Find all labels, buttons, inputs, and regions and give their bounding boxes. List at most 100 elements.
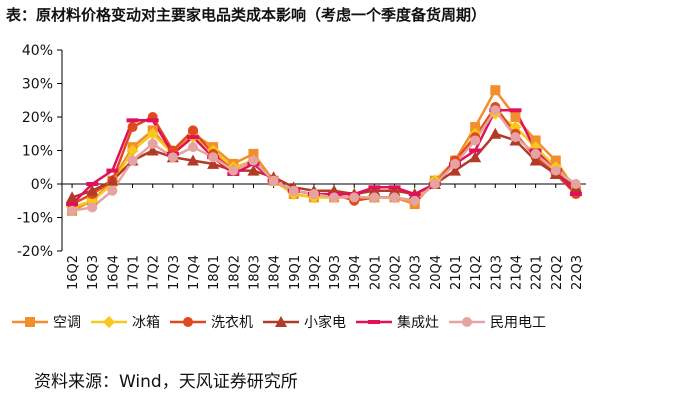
data-point-3	[146, 144, 159, 156]
data-point-4	[187, 135, 199, 140]
x-tick-label: 20Q1	[368, 255, 383, 290]
data-point-5	[510, 132, 521, 143]
legend-item-3: 小家电	[261, 312, 346, 332]
legend-label: 空调	[53, 315, 81, 331]
x-tick-label: 17Q4	[187, 255, 202, 290]
data-point-3	[207, 157, 220, 169]
y-tick-label: 20%	[22, 110, 53, 126]
x-tick-label: 18Q2	[227, 255, 242, 290]
x-tick-label: 19Q2	[308, 255, 323, 290]
data-point-5	[268, 175, 279, 186]
data-point-4	[66, 202, 79, 207]
data-point-5	[127, 155, 138, 166]
y-tick-label: 30%	[22, 77, 53, 93]
data-point-4	[388, 185, 401, 190]
data-point-3	[247, 164, 260, 176]
y-tick-label: -20%	[17, 244, 53, 260]
data-point-5	[550, 165, 561, 176]
data-point-0	[530, 135, 541, 146]
data-point-4	[86, 182, 99, 186]
data-point-5	[389, 192, 400, 203]
legend-label: 民用电工	[490, 315, 546, 331]
legend-label: 冰箱	[132, 315, 160, 331]
data-point-1	[126, 144, 139, 157]
x-tick-label: 16Q3	[86, 255, 101, 290]
x-tick-label: 18Q1	[207, 255, 222, 290]
x-tick-label: 19Q3	[328, 255, 343, 290]
data-point-5	[308, 189, 319, 200]
data-point-0	[248, 148, 259, 159]
y-axis: -20% -10% 0% 10% 20% 30% 40%	[17, 43, 586, 260]
series-line-5	[71, 109, 577, 213]
data-point-5	[349, 192, 360, 203]
series-line-0	[71, 88, 577, 212]
x-tick-label: 17Q3	[167, 255, 182, 290]
legend-item-2: 洗衣机	[168, 312, 253, 332]
legend-swatch	[170, 317, 206, 327]
x-tick-label: 20Q3	[409, 255, 424, 290]
data-point-3	[106, 174, 119, 186]
x-tick-label: 21Q1	[449, 255, 464, 290]
legend-swatch	[91, 316, 127, 328]
data-point-5	[87, 202, 98, 213]
data-point-5	[147, 138, 158, 149]
legend-swatch	[263, 316, 299, 327]
data-point-3	[469, 151, 482, 163]
data-point-0	[470, 122, 481, 133]
x-tick-label: 22Q3	[570, 255, 585, 290]
line-chart: -20%-10%0%10%20%30%40% 16Q2 16Q3 16Q4 17Q1 1…	[17, 43, 586, 290]
data-point-5	[288, 185, 299, 196]
x-axis: 16Q2 16Q3 16Q4 17Q1 17Q2 17Q3 17Q4 18Q1 18Q2 18Q3…	[66, 184, 585, 290]
data-point-5	[530, 148, 541, 159]
x-tick-label: 21Q3	[489, 255, 504, 290]
data-point-3	[66, 191, 79, 203]
legend-item-5: 民用电工	[447, 312, 546, 332]
legend-item-4: 集成灶	[354, 312, 439, 332]
source-note: 资料来源：Wind，天风证券研究所	[34, 372, 298, 392]
x-tick-label: 16Q2	[66, 255, 81, 290]
legend-swatch	[356, 320, 392, 324]
data-point-4	[368, 185, 381, 190]
data-point-5	[409, 195, 420, 206]
data-point-0	[550, 155, 561, 166]
data-point-4	[126, 118, 139, 123]
data-point-3	[368, 184, 381, 196]
y-tick-label: 40%	[22, 43, 53, 59]
x-tick-label: 20Q4	[429, 255, 444, 290]
data-point-5	[490, 105, 501, 116]
data-point-4	[569, 192, 582, 197]
x-tick-label: 19Q1	[288, 255, 303, 290]
data-point-5	[248, 155, 259, 166]
x-tick-label: 19Q4	[348, 255, 363, 290]
y-tick-label: 10%	[22, 144, 53, 160]
x-tick-label: 21Q2	[469, 255, 484, 290]
data-point-5	[470, 135, 481, 146]
data-point-5	[228, 165, 239, 176]
y-tick-label: 0%	[31, 177, 53, 193]
data-point-0	[510, 112, 521, 122]
series-lines	[71, 88, 577, 213]
data-point-5	[107, 185, 118, 196]
data-point-5	[429, 179, 440, 189]
legend-item-1: 冰箱	[89, 312, 160, 332]
data-point-3	[187, 154, 199, 166]
data-point-3	[529, 154, 542, 166]
series-markers	[66, 85, 582, 216]
x-tick-label: 16Q4	[106, 255, 121, 290]
data-point-3	[489, 127, 502, 139]
x-tick-label: 22Q2	[550, 255, 565, 290]
legend-label: 洗衣机	[211, 315, 253, 331]
legend-swatch	[449, 317, 485, 327]
x-tick-label: 20Q2	[389, 255, 404, 290]
data-point-1	[146, 127, 159, 140]
chart-title: 表：原材料价格变动对主要家电品类成本影响（考虑一个季度备货周期）	[6, 6, 487, 24]
x-tick-label: 17Q1	[127, 255, 142, 290]
data-point-2	[127, 122, 138, 133]
data-point-4	[146, 118, 159, 123]
data-point-5	[188, 142, 198, 153]
data-point-5	[167, 152, 178, 163]
x-tick-label: 18Q3	[247, 255, 262, 290]
x-tick-label: 22Q1	[530, 255, 545, 290]
x-tick-label: 18Q4	[268, 255, 283, 290]
legend-label: 集成灶	[397, 315, 439, 331]
